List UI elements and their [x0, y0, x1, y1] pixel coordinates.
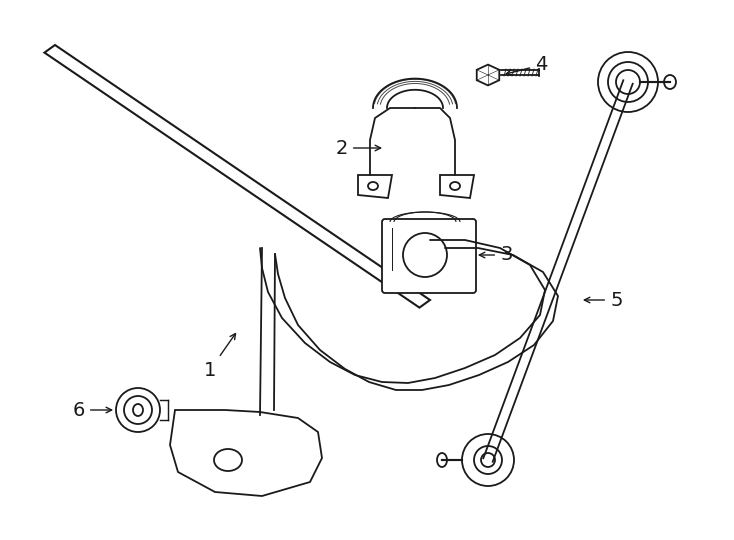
Polygon shape: [358, 175, 392, 198]
Text: 1: 1: [204, 334, 236, 380]
FancyBboxPatch shape: [382, 219, 476, 293]
Circle shape: [474, 446, 502, 474]
Circle shape: [598, 52, 658, 112]
Polygon shape: [440, 175, 474, 198]
Polygon shape: [170, 410, 322, 496]
Text: 6: 6: [73, 401, 112, 420]
Circle shape: [462, 434, 514, 486]
Ellipse shape: [437, 453, 447, 467]
Polygon shape: [45, 45, 430, 308]
Ellipse shape: [664, 75, 676, 89]
Text: 4: 4: [506, 56, 548, 75]
Circle shape: [616, 70, 640, 94]
Text: 5: 5: [584, 291, 622, 309]
Polygon shape: [477, 65, 499, 85]
Text: 2: 2: [335, 138, 381, 158]
Text: 3: 3: [479, 246, 512, 265]
Circle shape: [116, 388, 160, 432]
Circle shape: [608, 62, 648, 102]
Circle shape: [124, 396, 152, 424]
